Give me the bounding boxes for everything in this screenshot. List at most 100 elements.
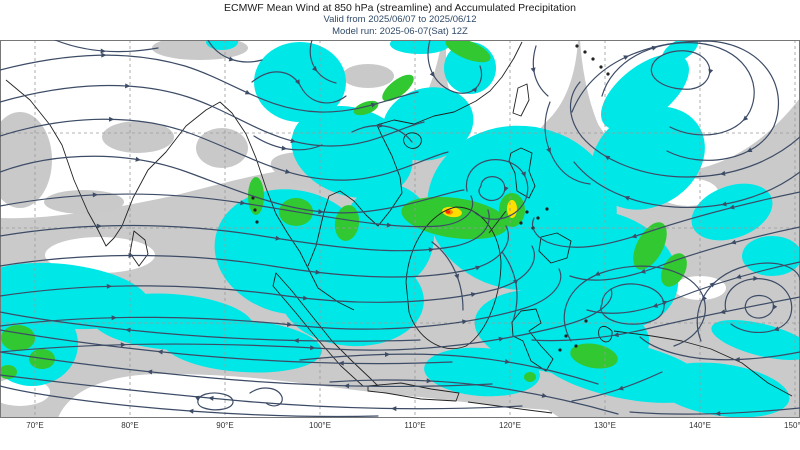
island-dot [558,348,562,352]
island-dot [253,208,257,212]
flow-arrowhead [108,116,115,122]
flow-arrowhead [128,252,134,258]
flow-arrowhead [530,67,536,73]
flow-arrowhead [753,275,759,281]
flow-arrowhead [454,273,460,280]
streamline [0,329,453,365]
coastline [508,147,536,199]
flow-arrowhead [730,239,737,245]
island-dot [606,72,610,76]
flow-arrowhead [462,319,468,325]
flow-arrowhead [546,147,551,154]
x-tick-label: 110°E [404,421,426,430]
precip-moderate [445,40,491,63]
streamline [629,407,800,415]
flow-arrowhead [426,378,432,384]
flow-arrowhead [541,393,548,398]
precip-light [424,347,540,397]
x-tick-label: 90°E [216,421,234,430]
precip-moderate [1,325,35,351]
flow-arrowhead [728,204,735,210]
flow-arrowhead [284,169,291,174]
flow-arrowhead [498,336,505,342]
coastline [613,330,793,397]
streamline [600,283,665,325]
coastline [598,325,613,343]
streamline [0,351,493,388]
precip-moderate [29,349,55,369]
flow-arrowhead [318,209,324,215]
flow-arrowhead [101,52,107,58]
precip-light [742,236,800,276]
clear-region [58,374,560,418]
flow-arrowhead [708,68,714,75]
flow-arrowhead [135,156,141,162]
valid-period: Valid from 2025/06/07 to 2025/06/12 [323,14,477,26]
gray-patch [342,64,394,88]
flow-arrowhead [338,360,344,366]
flow-arrowhead [194,395,200,402]
clear-region [45,237,155,273]
precip-extreme [445,210,451,214]
island-dot [584,319,588,323]
flow-arrowhead [315,269,321,275]
x-tick-label: 80°E [121,421,139,430]
precip-light [162,319,322,373]
streamline [571,371,663,402]
coastline [512,83,530,117]
streamline [0,374,523,410]
island-dot [574,344,578,348]
streamline [309,40,337,84]
coastline [467,401,553,414]
precip-light [691,183,773,241]
flow-arrowhead [391,406,397,412]
precip-light [591,106,705,210]
precip-light [711,320,800,360]
flow-arrowhead [772,304,778,311]
flow-arrowhead [244,89,251,95]
x-tick-label: 140°E [689,421,711,430]
flow-arrowhead [604,155,611,161]
streamline [544,101,591,185]
streamline [724,278,793,334]
gray-patch [0,112,52,208]
flow-arrowhead [429,71,435,78]
streamline [0,54,419,113]
streamline [639,336,800,361]
streamline [431,241,464,311]
island-dot [519,221,523,225]
island-dot [251,196,255,200]
streamline [0,288,613,353]
precip-light [654,362,790,418]
flow-arrowhead [662,300,668,307]
flow-arrowhead [475,265,481,271]
flow-arrowhead [310,345,316,351]
coastline [307,41,523,267]
flow-arrowhead [188,408,194,414]
flow-arrowhead [311,66,318,72]
flow-arrowhead [343,383,350,389]
flow-arrowhead [120,342,127,348]
flow-arrowhead [100,48,106,54]
flow-arrowhead [503,186,509,192]
island-dot [255,220,259,224]
flow-arrowhead [281,145,288,151]
coastline [367,382,460,402]
flow-arrowhead [384,351,391,357]
streamline [0,311,421,342]
precip-light [390,40,450,54]
flow-arrowhead [734,357,740,363]
x-tick-label: 150°E [784,421,800,430]
streamline [0,155,465,214]
streamline [0,118,449,181]
flow-arrowhead [302,295,309,301]
flow-arrowhead [721,201,727,207]
precip-light [254,42,346,122]
precip-moderate [382,74,414,102]
streamline [563,265,706,347]
precip-light [601,53,689,131]
precip-moderate [661,253,687,287]
flow-arrowhead [125,327,131,333]
flow-arrowhead [290,138,297,144]
